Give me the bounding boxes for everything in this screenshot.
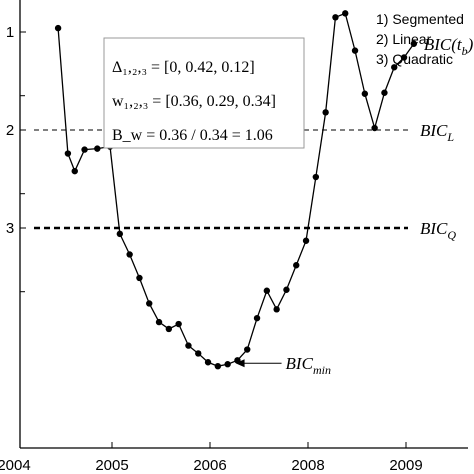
legend-item: 1) Segmented	[376, 11, 464, 27]
data-point	[410, 40, 418, 47]
data-point	[312, 173, 320, 181]
data-point	[204, 359, 212, 366]
data-point	[391, 64, 398, 71]
data-point	[263, 287, 271, 294]
x-tick-label: 2006	[193, 457, 226, 474]
legend-item: 2) Linear	[376, 31, 432, 47]
data-point	[136, 274, 143, 282]
data-point	[273, 306, 280, 313]
legend: 1) Segmented 2) Linear 3) Quadratic	[376, 11, 464, 67]
legend-item: 3) Quadratic	[376, 51, 453, 67]
y-tick-label: 3	[6, 220, 14, 237]
data-point	[322, 109, 329, 116]
x-tick-label: 2009	[389, 457, 422, 474]
reference-label-bic-l: BICL	[420, 121, 454, 144]
data-point	[400, 54, 408, 61]
annotation-arrowhead	[235, 359, 245, 368]
info-box-line-3: B_w = 0.36 / 0.34 = 1.06	[112, 127, 273, 144]
data-point	[351, 47, 359, 54]
data-point	[293, 262, 300, 269]
data-point	[371, 124, 378, 132]
reference-label-bic-q: BICQ	[420, 219, 456, 242]
data-point	[116, 230, 124, 238]
data-point	[253, 314, 261, 322]
data-point	[332, 14, 339, 21]
data-point	[81, 146, 88, 153]
x-tick-label: 2008	[291, 457, 324, 474]
data-point	[224, 361, 231, 368]
data-point	[195, 350, 202, 357]
data-point	[94, 145, 101, 152]
data-point	[283, 286, 290, 293]
x-tick-label: 2005	[95, 457, 128, 474]
data-point	[175, 320, 182, 328]
data-point	[155, 318, 163, 326]
info-box: Δ₁,₂,₃ = [0, 0.42, 0.12] w₁,₂,₃ = [0.36, …	[103, 37, 305, 149]
data-point	[165, 325, 173, 333]
info-box-frame	[103, 37, 305, 149]
data-point	[342, 10, 349, 17]
data-point	[54, 24, 62, 32]
data-point	[64, 150, 72, 157]
data-point	[126, 251, 133, 258]
chart-ticks: 2004 2005 2006 2008 2009 1 2 3	[0, 24, 423, 474]
data-point	[214, 362, 222, 370]
data-point	[361, 90, 369, 97]
data-point	[185, 342, 192, 349]
y-tick-label: 1	[6, 24, 14, 41]
info-box-line-2: w₁,₂,₃ = [0.36, 0.29, 0.34]	[112, 93, 276, 110]
y-tick-label: 2	[6, 122, 14, 139]
series-label: BIC(tb)	[424, 35, 474, 58]
reference-lines	[34, 129, 408, 230]
series-layer	[54, 10, 418, 370]
series-labels: BICL BICQ BIC(tb) BICmin	[235, 35, 474, 377]
data-point	[71, 167, 78, 175]
x-tick-label: 2004	[0, 457, 31, 474]
data-point	[381, 89, 388, 96]
chart-axes	[19, 0, 468, 449]
data-point	[244, 346, 251, 353]
info-box-line-1: Δ₁,₂,₃ = [0, 0.42, 0.12]	[112, 59, 255, 76]
data-point	[146, 300, 153, 307]
annotation-label: BICmin	[286, 354, 331, 377]
data-point	[302, 237, 310, 244]
